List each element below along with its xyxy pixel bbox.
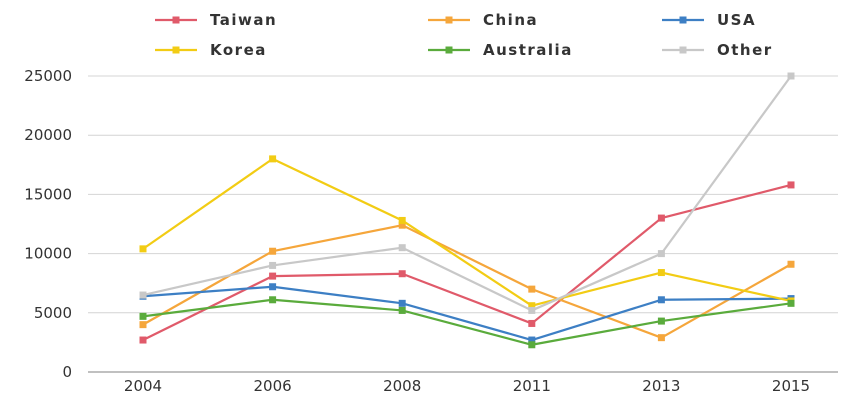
data-point	[657, 250, 665, 258]
data-point	[528, 306, 536, 314]
data-point	[269, 272, 277, 280]
data-point	[787, 260, 795, 268]
y-tick-label: 10000	[24, 245, 72, 263]
data-point	[269, 296, 277, 304]
y-tick-label: 25000	[24, 67, 72, 85]
data-point	[787, 299, 795, 307]
data-point	[528, 302, 536, 310]
data-point	[398, 306, 406, 314]
legend-item: China	[428, 11, 538, 29]
series-korea	[139, 155, 795, 310]
legend-label: Australia	[483, 41, 573, 59]
legend-item: Korea	[155, 41, 267, 59]
x-tick-label: 2008	[383, 377, 421, 394]
data-point	[269, 155, 277, 163]
data-point	[787, 72, 795, 80]
data-point	[139, 312, 147, 320]
series-taiwan	[139, 181, 795, 344]
data-point	[269, 247, 277, 255]
series-line	[142, 157, 792, 307]
data-point	[269, 261, 277, 269]
series-line	[142, 75, 792, 312]
data-point	[398, 299, 406, 307]
data-point	[269, 283, 277, 291]
data-point	[657, 334, 665, 342]
x-tick-label: 2015	[772, 377, 810, 394]
data-point	[657, 269, 665, 277]
data-point	[139, 245, 147, 253]
data-point	[528, 285, 536, 293]
data-point	[528, 319, 536, 327]
data-point	[657, 214, 665, 222]
legend-marker	[445, 16, 453, 24]
data-point	[657, 317, 665, 325]
series-line	[142, 298, 792, 346]
x-axis-ticks: 2004 2006 2008 2011 2013 2015	[124, 377, 810, 394]
y-tick-label: 20000	[24, 126, 72, 144]
y-tick-label: 15000	[24, 185, 72, 203]
legend: Taiwan China USA Korea Australia Other	[155, 11, 773, 59]
data-point	[398, 244, 406, 252]
data-point	[657, 296, 665, 304]
legend-item: Taiwan	[155, 11, 277, 29]
y-tick-label: 0	[62, 363, 72, 381]
legend-item: Other	[662, 41, 773, 59]
legend-label: USA	[717, 11, 756, 29]
data-point	[398, 216, 406, 224]
x-tick-label: 2013	[642, 377, 680, 394]
data-point	[139, 291, 147, 299]
data-point	[398, 221, 406, 229]
data-point	[528, 336, 536, 344]
series-china	[139, 221, 795, 342]
legend-marker	[172, 46, 180, 54]
series-line	[142, 224, 792, 339]
series-lines	[139, 72, 795, 349]
legend-marker	[172, 16, 180, 24]
series-line	[142, 183, 792, 342]
data-point	[398, 270, 406, 278]
series-line	[142, 285, 792, 342]
legend-marker	[679, 46, 687, 54]
series-australia	[139, 296, 795, 349]
data-point	[787, 181, 795, 189]
x-tick-label: 2006	[254, 377, 292, 394]
series-other	[139, 72, 795, 314]
legend-marker	[445, 46, 453, 54]
data-point	[139, 321, 147, 329]
legend-label: Taiwan	[210, 11, 277, 29]
legend-marker	[679, 16, 687, 24]
x-tick-label: 2011	[513, 377, 551, 394]
data-point	[528, 341, 536, 349]
legend-item: Australia	[428, 41, 573, 59]
legend-label: Other	[717, 41, 773, 59]
y-axis-ticks: 0 5000 10000 15000 20000 25000	[24, 67, 72, 381]
legend-label: Korea	[210, 41, 267, 59]
legend-item: USA	[662, 11, 756, 29]
legend-label: China	[483, 11, 538, 29]
gridlines	[88, 75, 838, 373]
y-tick-label: 5000	[34, 304, 72, 322]
data-point	[139, 336, 147, 344]
x-tick-label: 2004	[124, 377, 162, 394]
